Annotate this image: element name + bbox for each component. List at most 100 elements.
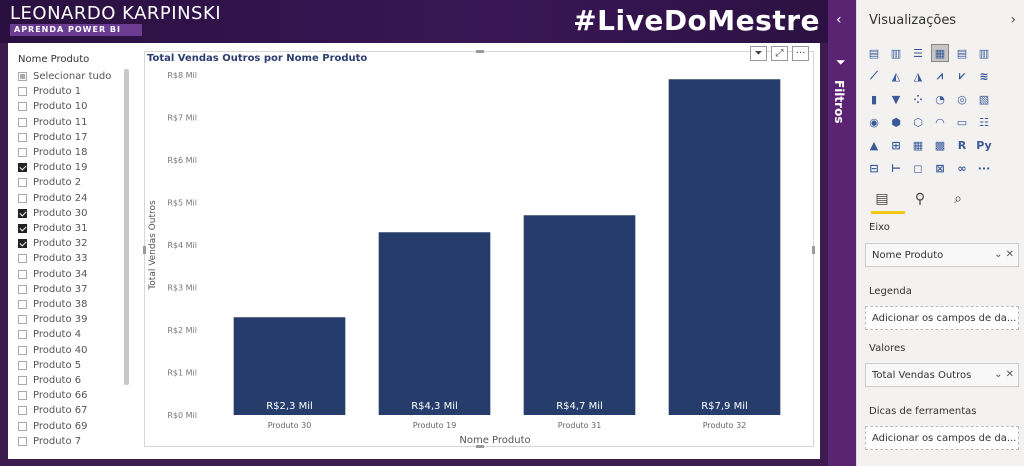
shape-map-icon[interactable]: ⬡ <box>913 115 923 129</box>
slicer-item[interactable]: Produto 4 <box>18 327 81 342</box>
slicer-item[interactable]: Produto 67 <box>18 403 88 418</box>
slicer-item[interactable]: Produto 2 <box>18 175 81 190</box>
resize-handle-left[interactable] <box>143 246 146 254</box>
ribbon-chart-icon[interactable]: ≋ <box>979 69 989 83</box>
checkbox[interactable] <box>18 148 27 157</box>
filter-icon[interactable]: ⏷ <box>750 46 767 61</box>
slicer-item[interactable]: Produto 31 <box>18 221 88 236</box>
slicer-item[interactable]: Produto 5 <box>18 358 81 373</box>
slicer-item[interactable]: Produto 37 <box>18 282 88 297</box>
checkbox[interactable] <box>18 87 27 97</box>
bar[interactable] <box>523 215 636 415</box>
slicer-item[interactable]: Produto 19 <box>18 160 88 175</box>
line-stacked-column-icon[interactable]: ⩗ <box>958 69 966 82</box>
slicer-item[interactable]: Produto 33 <box>18 251 88 266</box>
donut-icon[interactable]: ◎ <box>957 92 967 106</box>
filters-label[interactable]: Filtros <box>832 80 846 124</box>
line-column-icon[interactable]: ⩘ <box>936 69 944 82</box>
funnel-icon[interactable]: ▼ <box>891 92 901 106</box>
checkbox[interactable] <box>18 376 27 385</box>
slicer-scrollbar[interactable] <box>124 69 129 385</box>
more-visuals-icon[interactable]: ··· <box>977 161 991 175</box>
checkbox[interactable] <box>18 208 27 218</box>
checkbox[interactable] <box>18 102 27 112</box>
slicer-item[interactable]: Selecionar tudo <box>18 69 111 84</box>
slicer-item[interactable]: Produto 69 <box>18 419 88 434</box>
more-options-button[interactable]: ··· <box>792 46 809 61</box>
slicer-item[interactable]: Produto 32 <box>18 236 88 251</box>
r-visual-icon[interactable]: R <box>957 138 967 152</box>
card-icon[interactable]: ▭ <box>956 115 968 129</box>
checkbox[interactable] <box>18 406 27 416</box>
slicer-item[interactable]: Produto 1 <box>18 84 81 99</box>
checkbox[interactable] <box>18 178 27 188</box>
filters-rail[interactable]: ‹ ⏷ Filtros <box>828 0 856 466</box>
legend-well[interactable]: Adicionar os campos de da... <box>865 306 1019 330</box>
analytics-tab[interactable]: ⌕ <box>954 191 962 207</box>
slicer-icon[interactable]: ⊞ <box>891 138 901 152</box>
resize-handle-top[interactable] <box>476 50 484 53</box>
slicer-item[interactable]: Produto 30 <box>18 206 88 221</box>
slicer-item[interactable]: Produto 7 <box>18 434 81 449</box>
checkbox[interactable] <box>18 132 27 142</box>
kpi-icon[interactable]: ▲ <box>869 138 879 152</box>
custom-visual-icon[interactable]: ∞ <box>957 161 967 175</box>
slicer-item[interactable]: Produto 18 <box>18 145 88 160</box>
fields-tab[interactable]: ▤ <box>875 191 889 207</box>
checkbox[interactable] <box>18 239 27 249</box>
slicer-item[interactable]: Produto 6 <box>18 373 81 388</box>
qa-icon[interactable]: ◻ <box>913 161 923 175</box>
matrix-icon[interactable]: ▩ <box>934 138 946 152</box>
checkbox[interactable] <box>18 269 27 279</box>
scatter-icon[interactable]: ⁘ <box>913 92 923 106</box>
checkbox[interactable] <box>18 391 27 401</box>
waterfall-icon[interactable]: ▮ <box>870 92 878 106</box>
resize-handle-right[interactable] <box>812 246 815 254</box>
checkbox[interactable] <box>18 345 27 355</box>
checkbox[interactable] <box>18 193 27 203</box>
checkbox[interactable] <box>18 360 27 370</box>
format-tab[interactable]: ⚲ <box>914 191 926 207</box>
slicer-item[interactable]: Produto 34 <box>18 267 88 282</box>
slicer-item[interactable]: Produto 11 <box>18 115 88 130</box>
slicer-item[interactable]: Produto 39 <box>18 312 88 327</box>
tooltips-well[interactable]: Adicionar os campos de da... <box>865 426 1019 450</box>
clustered-bar-icon[interactable]: ☰ <box>913 46 923 60</box>
checkbox[interactable] <box>18 330 27 340</box>
checkbox[interactable] <box>18 254 27 264</box>
pie-icon[interactable]: ◔ <box>935 92 945 106</box>
clustered-column-icon[interactable]: ▦ <box>931 44 949 62</box>
area-chart-icon[interactable]: ◭ <box>891 69 901 83</box>
multi-row-card-icon[interactable]: ☷ <box>979 115 989 129</box>
checkbox[interactable] <box>18 163 27 173</box>
focus-mode-icon[interactable]: ⤢ <box>771 46 788 61</box>
slicer-item[interactable]: Produto 10 <box>18 99 88 114</box>
checkbox[interactable] <box>18 284 27 294</box>
axis-field-actions[interactable]: ⌄ ✕ <box>994 249 1014 260</box>
resize-handle-bottom[interactable] <box>476 445 484 448</box>
100-stacked-column-icon[interactable]: ▥ <box>978 46 990 60</box>
decomposition-tree-icon[interactable]: ⊢ <box>890 161 902 175</box>
values-field-actions[interactable]: ⌄ ✕ <box>994 369 1014 380</box>
stacked-bar-icon[interactable]: ▤ <box>868 46 880 60</box>
bar-chart-visual[interactable]: Total Vendas Outros por Nome Produto ⏷ ⤢… <box>143 46 815 448</box>
python-visual-icon[interactable]: Py <box>976 138 992 152</box>
smart-narrative-icon[interactable]: ⊠ <box>935 161 945 175</box>
slicer-item[interactable]: Produto 17 <box>18 130 88 145</box>
checkbox[interactable] <box>18 300 27 309</box>
slicer-item[interactable]: Produto 24 <box>18 191 88 206</box>
slicer-item[interactable]: Produto 40 <box>18 343 88 358</box>
chevron-left-icon[interactable]: ‹ <box>836 12 842 28</box>
checkbox[interactable] <box>18 421 27 431</box>
bar[interactable] <box>233 317 346 415</box>
checkbox[interactable] <box>18 72 27 81</box>
axis-well[interactable]: Nome Produto ⌄ ✕ <box>865 243 1019 267</box>
treemap-icon[interactable]: ▧ <box>978 92 990 106</box>
stacked-column-icon[interactable]: ▥ <box>890 46 902 60</box>
map-icon[interactable]: ◉ <box>869 115 879 129</box>
checkbox[interactable] <box>18 315 27 325</box>
checkbox[interactable] <box>18 224 27 233</box>
values-well[interactable]: Total Vendas Outros ⌄ ✕ <box>865 363 1019 387</box>
table-icon[interactable]: ▦ <box>912 138 924 152</box>
filled-map-icon[interactable]: ⬢ <box>891 115 901 129</box>
